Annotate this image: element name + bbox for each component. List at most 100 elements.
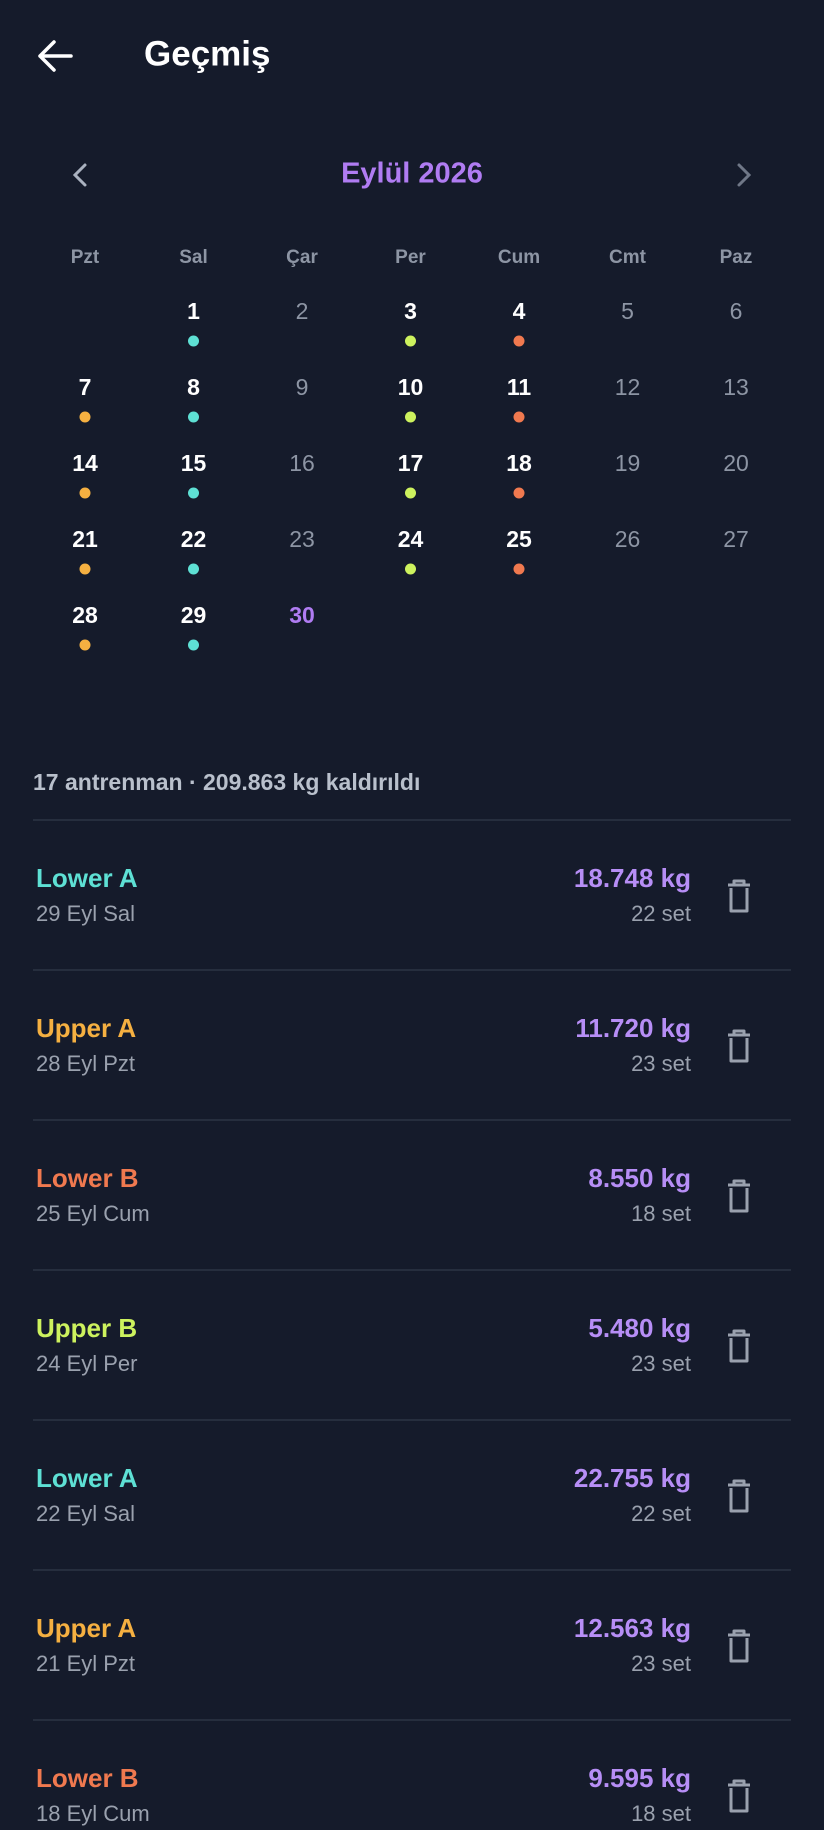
session-row[interactable] [33, 1121, 791, 1269]
session-sets: 23 set [631, 1351, 691, 1376]
workout-dot [79, 563, 91, 575]
session-name: Lower A [36, 1463, 138, 1493]
calendar-day[interactable]: 9 [296, 374, 309, 400]
workout-dot [188, 335, 199, 347]
calendar-day[interactable]: 11 [507, 374, 532, 400]
weekday-label: Cum [498, 247, 540, 268]
session-volume: 22.755 kg [574, 1463, 691, 1493]
delete-button[interactable] [728, 1329, 750, 1363]
session-sets: 23 set [631, 1651, 691, 1676]
calendar-day[interactable]: 5 [621, 298, 634, 324]
delete-button[interactable] [728, 1629, 750, 1663]
calendar-day[interactable]: 14 [72, 450, 98, 476]
session-sets: 18 set [631, 1201, 691, 1226]
workout-dot [79, 487, 91, 499]
workout-dot [405, 411, 416, 423]
workout-dot [513, 411, 525, 423]
delete-button[interactable] [728, 1179, 750, 1213]
session-sets: 23 set [631, 1051, 691, 1076]
summary: 17 antrenman · 209.863 kg kaldırıldı [33, 769, 420, 795]
back-button[interactable] [38, 40, 73, 72]
calendar-day[interactable]: 18 [506, 450, 532, 476]
session-volume: 18.748 kg [574, 863, 691, 893]
workout-dot [405, 487, 416, 499]
session-name: Lower B [36, 1163, 139, 1193]
calendar-day[interactable]: 23 [289, 526, 315, 552]
calendar-day[interactable]: 22 [181, 526, 207, 552]
calendar-day[interactable]: 15 [181, 450, 207, 476]
session-sets: 22 set [631, 901, 691, 926]
calendar-day[interactable]: 7 [79, 374, 92, 400]
weekday-label: Cmt [609, 247, 647, 268]
delete-button[interactable] [728, 1779, 750, 1813]
session-row[interactable] [33, 1271, 791, 1419]
session-row[interactable] [33, 1421, 791, 1569]
session-date: 21 Eyl Pzt [36, 1651, 135, 1676]
next-month[interactable] [737, 163, 752, 187]
weekday-label: Paz [720, 247, 753, 268]
weekday-label: Çar [286, 247, 318, 268]
session-volume: 8.550 kg [588, 1163, 691, 1193]
delete-button[interactable] [728, 1479, 750, 1513]
month-label: Eylül 2026 [341, 158, 483, 190]
calendar-day[interactable]: 1 [187, 298, 200, 324]
calendar-day[interactable]: 21 [72, 526, 98, 552]
session-date: 28 Eyl Pzt [36, 1051, 135, 1076]
prev-month[interactable] [72, 163, 87, 187]
session-volume: 11.720 kg [575, 1013, 691, 1043]
weekday-label: Per [395, 247, 426, 268]
workout-dot [188, 487, 199, 499]
calendar-day[interactable]: 28 [72, 602, 98, 628]
calendar-day[interactable]: 16 [289, 450, 315, 476]
calendar-day[interactable]: 17 [398, 450, 424, 476]
delete-button[interactable] [728, 879, 750, 913]
delete-button[interactable] [728, 1029, 750, 1063]
session-date: 24 Eyl Per [36, 1351, 138, 1376]
session-date: 29 Eyl Sal [36, 901, 135, 926]
calendar-day[interactable]: 19 [615, 450, 641, 476]
session-volume: 12.563 kg [574, 1613, 691, 1643]
workout-dot [405, 563, 416, 575]
session-row[interactable] [33, 971, 791, 1119]
session-volume: 9.595 kg [588, 1763, 691, 1793]
calendar-day[interactable]: 29 [181, 602, 207, 628]
calendar-day[interactable]: 12 [615, 374, 641, 400]
session-name: Lower B [36, 1763, 139, 1793]
workout-dot [405, 335, 416, 347]
session-name: Upper A [36, 1013, 136, 1043]
workout-dot [188, 563, 199, 575]
calendar-day[interactable]: 4 [513, 298, 526, 324]
session-sets: 22 set [631, 1501, 691, 1526]
calendar-day[interactable]: 24 [398, 526, 424, 552]
workout-dot [79, 639, 91, 651]
calendar-day[interactable]: 8 [187, 374, 200, 400]
session-name: Upper B [36, 1313, 137, 1343]
session-date: 18 Eyl Cum [36, 1801, 150, 1826]
calendar-day[interactable]: 10 [398, 374, 424, 400]
back-arrow[interactable] [38, 40, 73, 72]
calendar-day[interactable]: 25 [506, 526, 532, 552]
session-name: Lower A [36, 863, 138, 893]
session-row[interactable] [33, 1571, 791, 1719]
workout-dot [513, 487, 525, 499]
calendar-day[interactable]: 27 [723, 526, 749, 552]
workout-dot [188, 639, 199, 651]
calendar-day[interactable]: 13 [723, 374, 749, 400]
session-name: Upper A [36, 1613, 136, 1643]
session-sets: 18 set [631, 1801, 691, 1826]
calendar-day[interactable]: 26 [615, 526, 641, 552]
session-date: 22 Eyl Sal [36, 1501, 135, 1526]
calendar-day[interactable]: 20 [723, 450, 749, 476]
workout-dot [513, 335, 525, 347]
calendar-day[interactable]: 30 [289, 602, 315, 628]
calendar-day[interactable]: 3 [404, 298, 417, 324]
page-title: Geçmiş [144, 34, 270, 73]
session-row[interactable] [33, 821, 791, 969]
calendar-day[interactable]: 6 [730, 298, 743, 324]
workout-dot [188, 411, 199, 423]
workout-dot [79, 411, 91, 423]
weekday-label: Pzt [71, 247, 100, 268]
calendar-day[interactable]: 2 [296, 298, 309, 324]
